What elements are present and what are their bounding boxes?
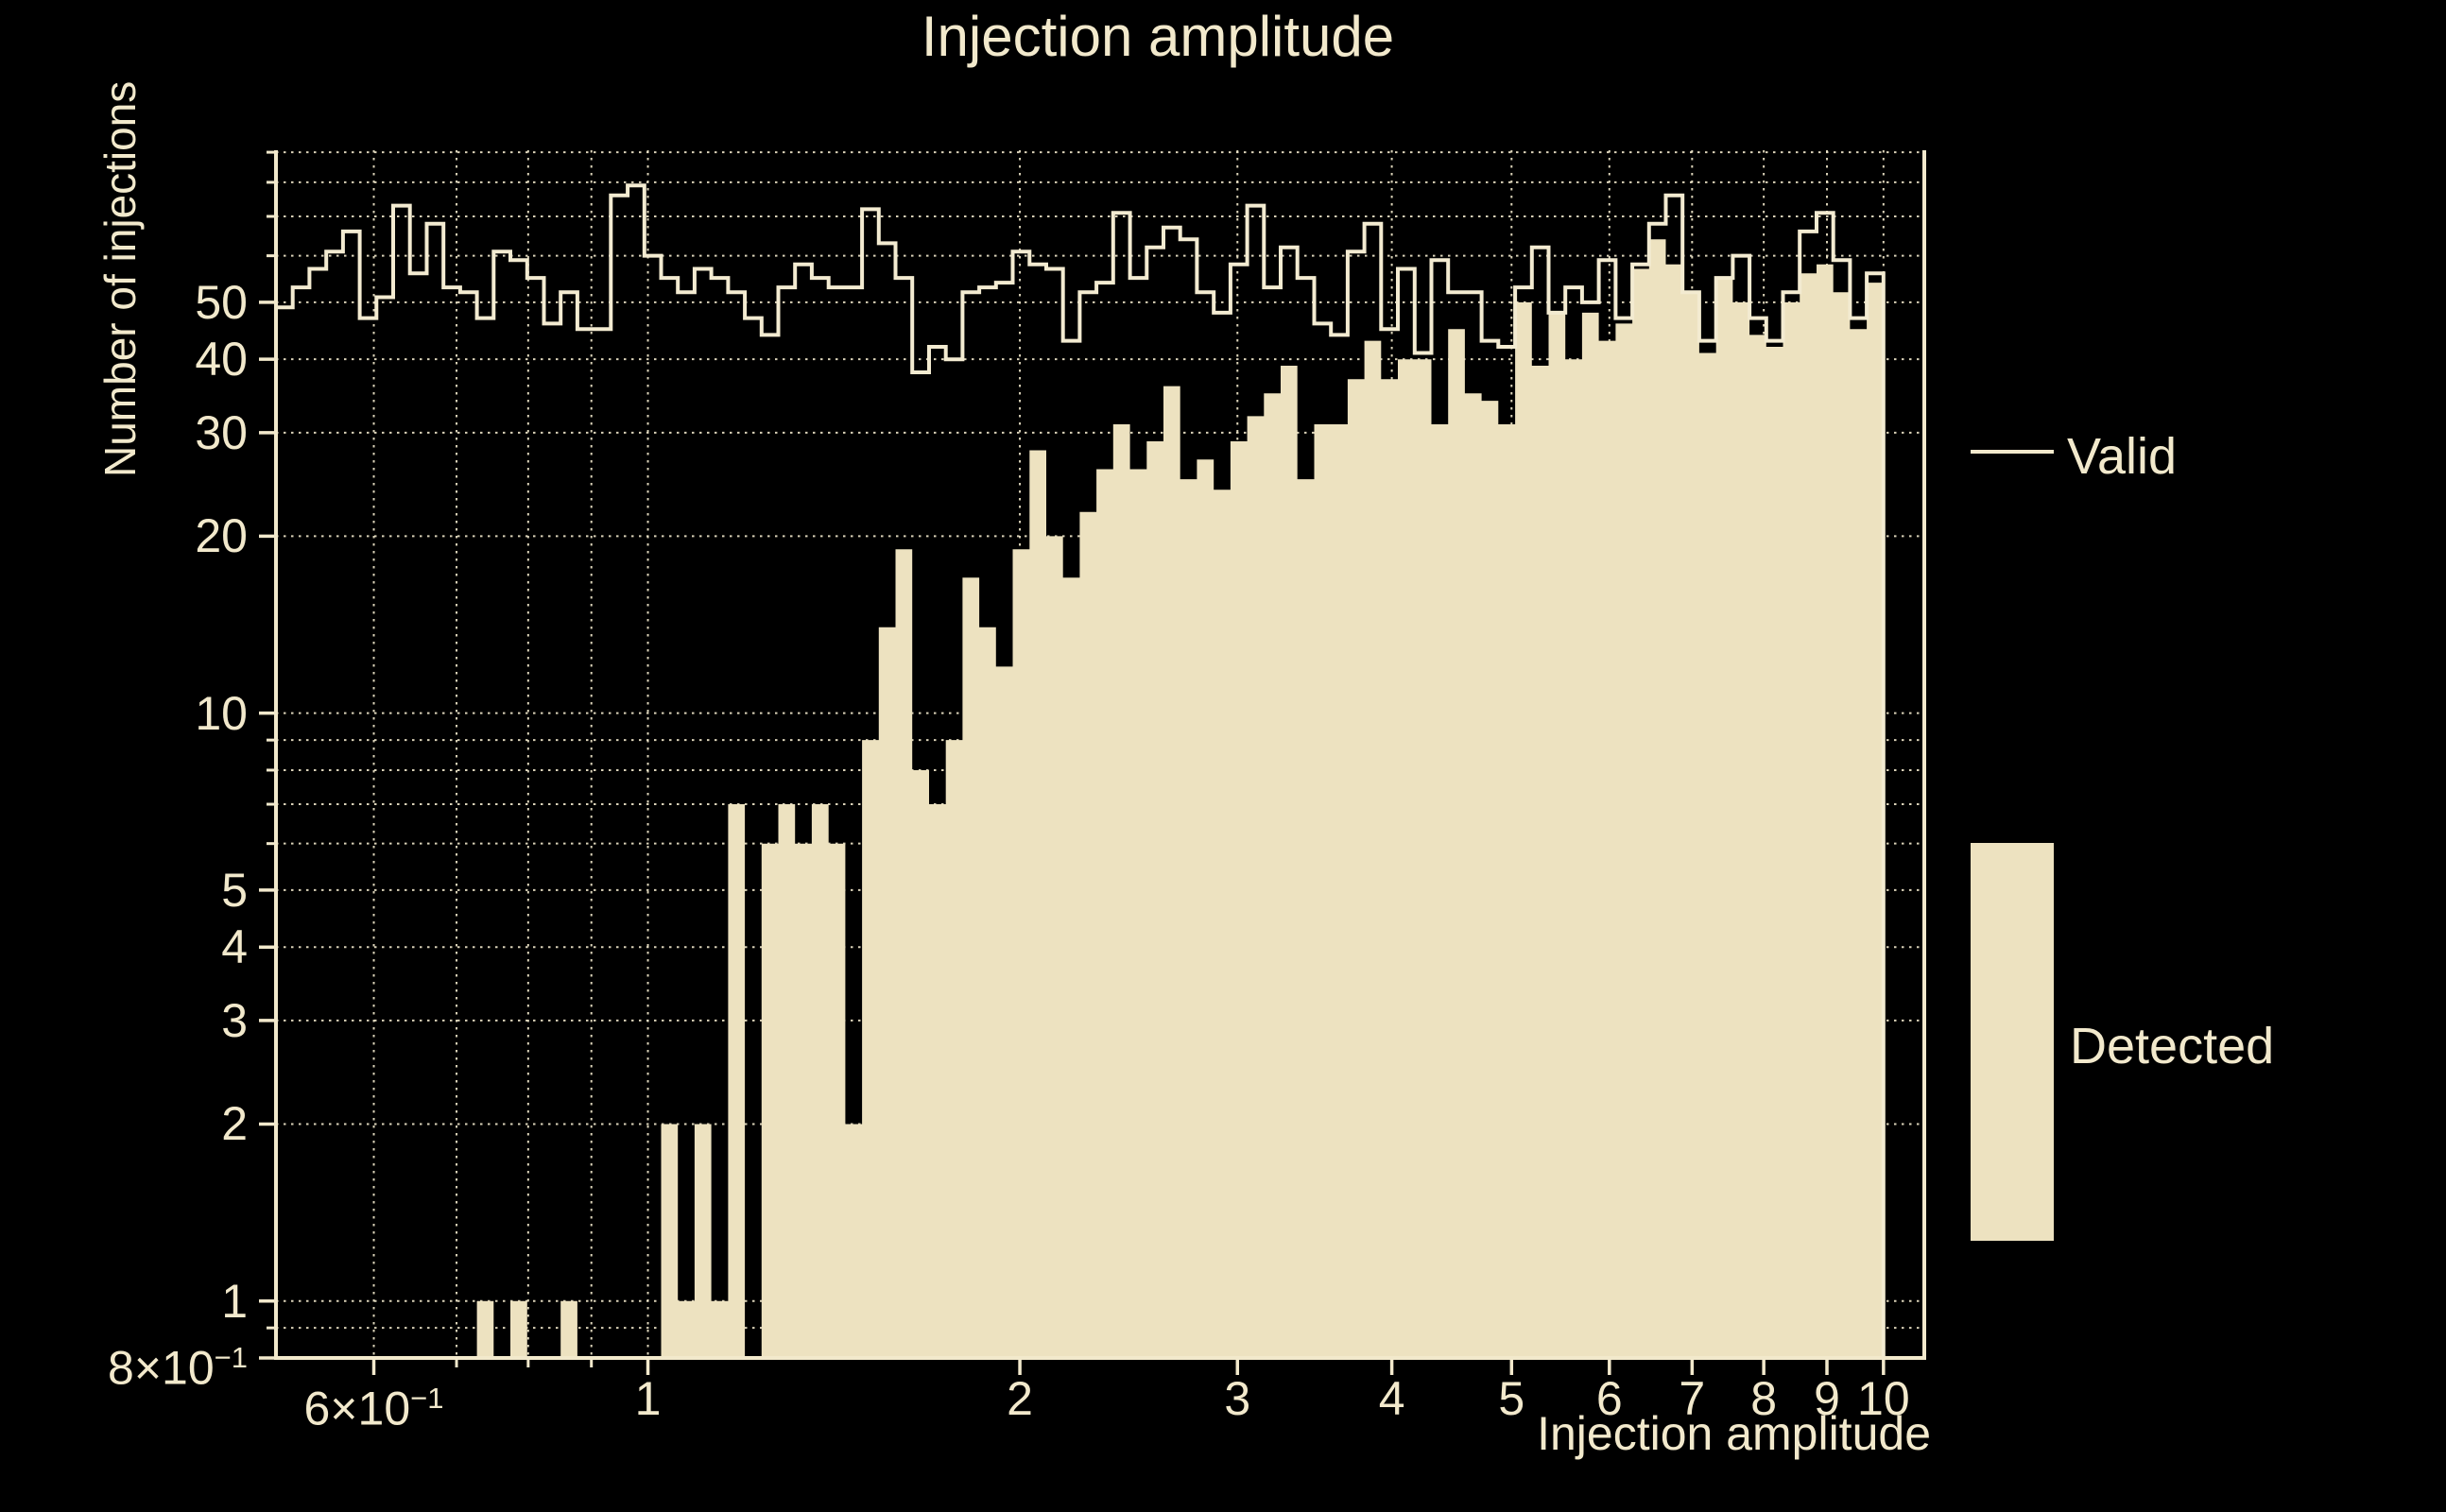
x-tick-label: 1 (634, 1372, 662, 1425)
y-tick-label: 50 (195, 275, 248, 329)
x-tick-label: 7 (1679, 1372, 1706, 1425)
x-tick-label: 10 (1857, 1372, 1910, 1425)
legend-label-valid: Valid (2067, 428, 2178, 485)
y-tick-label: 2 (221, 1097, 248, 1151)
x-tick-label: 5 (1498, 1372, 1525, 1425)
x-tick-label: 3 (1224, 1372, 1251, 1425)
y-tick-label: 20 (195, 509, 248, 563)
x-axis-title: Injection amplitude (1537, 1407, 1931, 1460)
legend-label-detected: Detected (2070, 1018, 2275, 1074)
y-tick-label: 40 (195, 333, 248, 387)
valid-histogram (274, 183, 1886, 1358)
x-tick-label: 8 (1750, 1372, 1778, 1425)
x-tick-label: 6×10−1 (303, 1382, 444, 1435)
y-tick-label: 3 (221, 993, 248, 1047)
y-tick-label: 5 (221, 863, 248, 917)
y-tick-label: 30 (195, 405, 248, 459)
legend-detected-fill-swatch (1971, 843, 2054, 1241)
chart-title: Injection amplitude (921, 5, 1395, 68)
x-tick-label: 6 (1595, 1372, 1623, 1425)
legend-valid-line-swatch (1971, 450, 2054, 454)
y-tick-label: 1 (221, 1274, 248, 1328)
x-tick-label: 2 (1007, 1372, 1033, 1425)
y-tick-label: 10 (195, 686, 248, 740)
y-tick-label: 8×10−1 (108, 1341, 248, 1395)
x-tick-label: 9 (1814, 1372, 1840, 1425)
detected-histogram (276, 239, 1884, 1359)
y-tick-label: 4 (221, 920, 248, 974)
x-tick-label: 4 (1378, 1372, 1405, 1425)
